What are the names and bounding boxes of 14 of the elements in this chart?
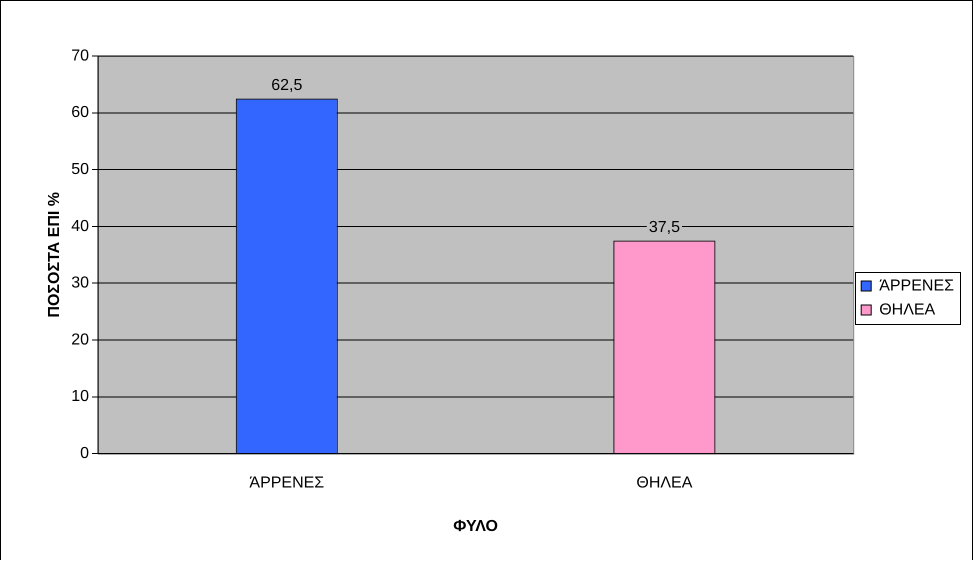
y-tick-label: 40 — [71, 218, 90, 235]
y-tick-label: 60 — [71, 104, 90, 122]
y-tick-label: 0 — [80, 445, 90, 462]
data-label: 37,5 — [648, 219, 680, 236]
legend-label: ΆΡΡΕΝΕΣ — [879, 277, 954, 294]
y-tick-label: 20 — [71, 331, 90, 348]
data-label: 62,5 — [271, 77, 302, 94]
y-axis-title: ΠΟΣΟΣΤΑ ΕΠΙ % — [46, 192, 64, 318]
legend-label: ΘΗΛΕΑ — [879, 301, 936, 318]
y-tick-label: 50 — [71, 161, 90, 178]
x-axis-title: ΦΥΛΟ — [453, 518, 498, 535]
y-tick-label: 30 — [71, 274, 90, 292]
y-tick-label: 70 — [71, 47, 90, 64]
y-tick-label: 10 — [71, 388, 90, 406]
